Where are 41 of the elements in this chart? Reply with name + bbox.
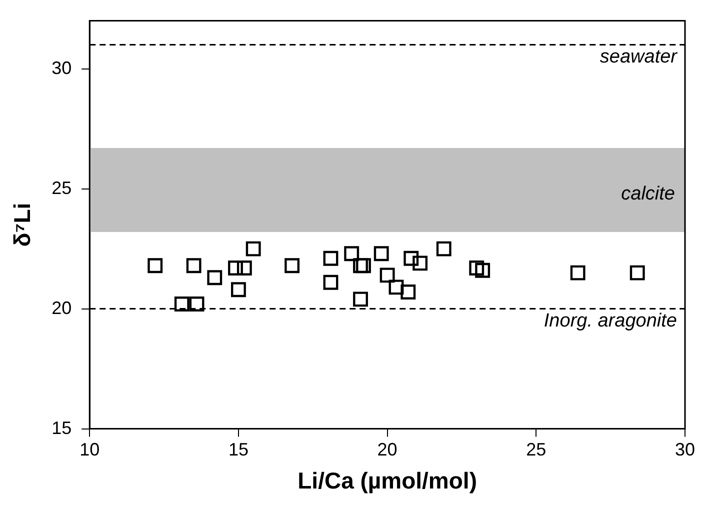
point xyxy=(356,258,371,274)
point xyxy=(174,296,190,312)
y-tick-label: 20 xyxy=(52,298,72,318)
point xyxy=(412,256,428,271)
x-tick-label: 10 xyxy=(80,440,100,460)
point xyxy=(436,241,452,256)
x-axis-title: Li/Ca (µmol/mol) xyxy=(298,468,477,494)
point xyxy=(400,284,416,300)
point xyxy=(380,268,395,283)
point xyxy=(323,250,338,266)
point xyxy=(344,246,360,262)
point xyxy=(246,241,261,256)
x-tick-label: 30 xyxy=(674,440,696,460)
point xyxy=(284,258,300,274)
point xyxy=(231,282,246,298)
y-tick-label: 25 xyxy=(52,178,72,198)
point xyxy=(353,258,368,274)
point xyxy=(186,258,202,274)
x-tick-label: 25 xyxy=(526,440,546,460)
point xyxy=(469,260,484,276)
x-tick-label: 20 xyxy=(377,440,398,460)
ref-line-label: seawater xyxy=(600,46,678,68)
point xyxy=(228,260,243,276)
y-tick-label: 30 xyxy=(52,58,72,78)
point xyxy=(323,274,338,290)
y-tick-label: 15 xyxy=(52,418,72,438)
point xyxy=(630,265,645,280)
x-tick-label: 15 xyxy=(228,440,248,460)
band-label: calcite xyxy=(621,183,675,204)
point xyxy=(148,258,163,274)
ref-line-label: Inorg. aragonite xyxy=(544,310,677,332)
point xyxy=(353,292,368,307)
point xyxy=(570,265,586,280)
y-axis-title: δ⁷Li xyxy=(9,202,36,247)
point xyxy=(475,262,490,278)
point xyxy=(404,250,419,266)
point xyxy=(207,270,222,286)
point xyxy=(374,246,389,262)
point xyxy=(388,280,404,295)
point xyxy=(236,260,252,276)
point xyxy=(189,296,204,312)
